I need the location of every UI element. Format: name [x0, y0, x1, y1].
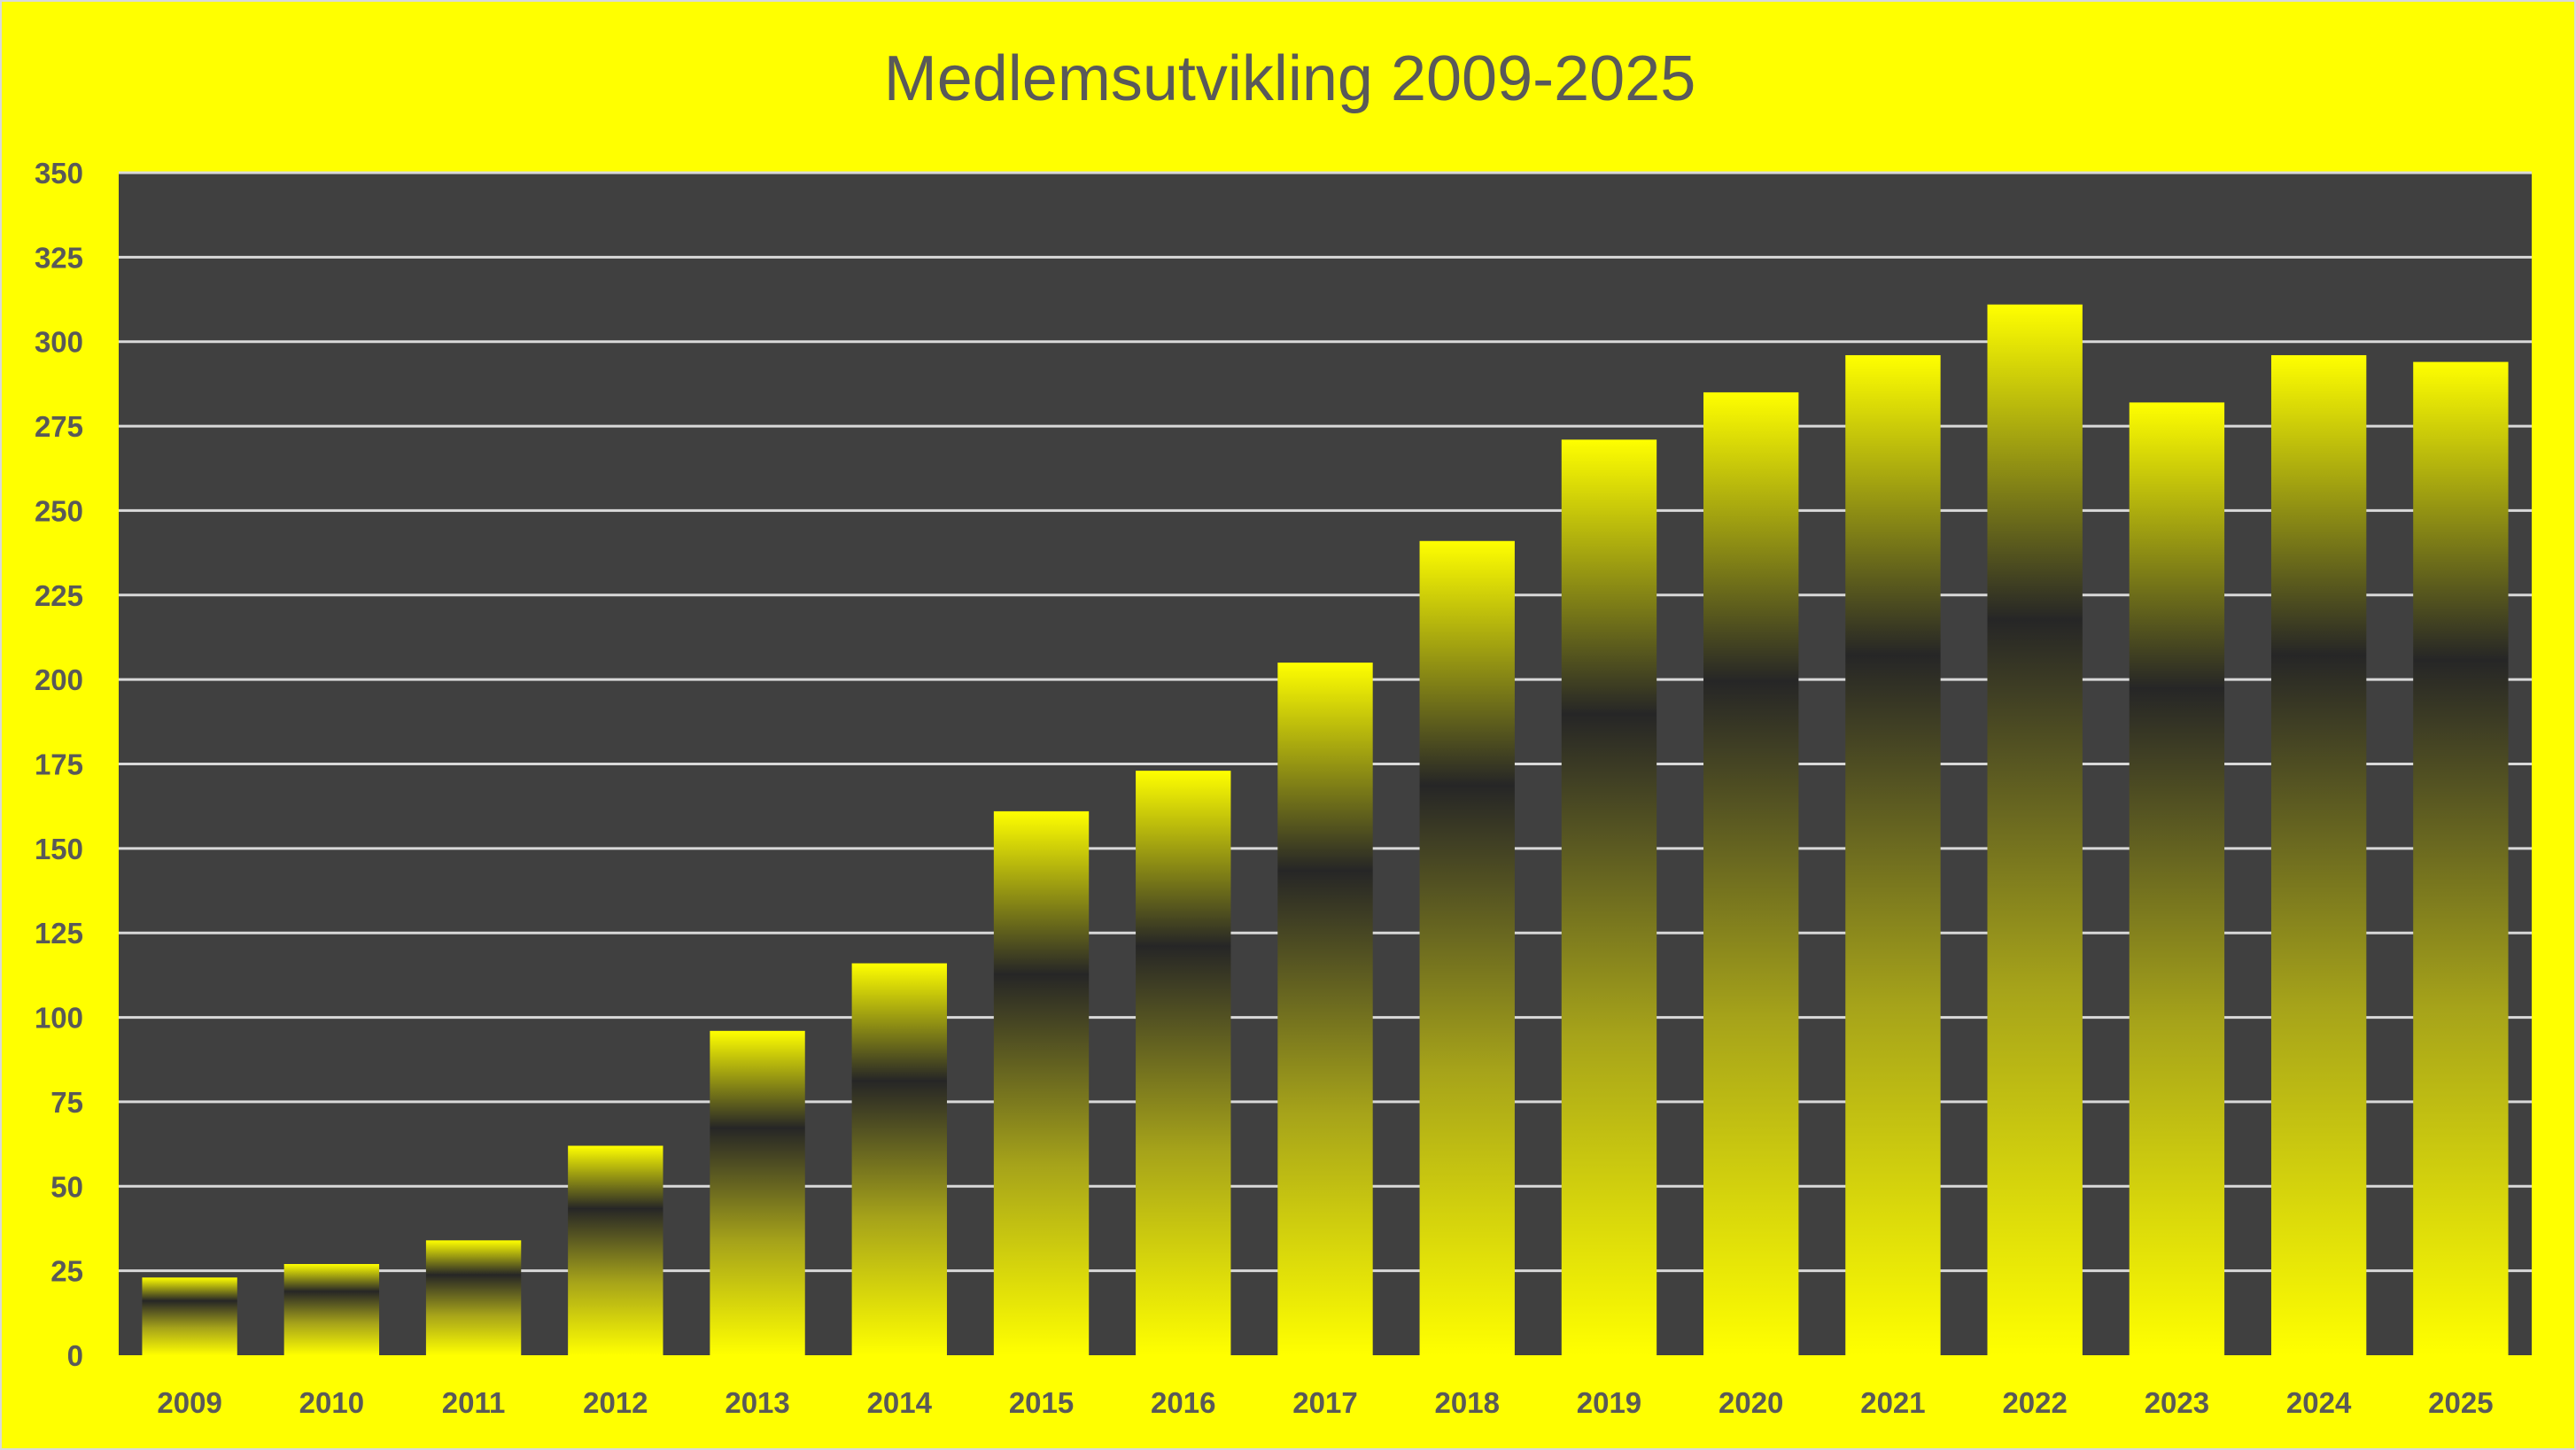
bar-2018: [1419, 540, 1515, 1355]
x-tick-label: 2025: [2428, 1386, 2493, 1419]
bar-2010: [283, 1264, 380, 1355]
bar-2011: [425, 1240, 522, 1355]
bar-2017: [1277, 663, 1373, 1355]
x-tick-label: 2019: [1577, 1386, 1641, 1419]
bar-2012: [568, 1145, 663, 1355]
bar-2025: [2413, 361, 2509, 1356]
bar-2015: [993, 810, 1090, 1355]
x-tick-label: 2010: [299, 1386, 364, 1419]
y-tick-label: 50: [50, 1170, 83, 1203]
y-axis-ticks: 0 25 50 75 100 125 150 175 200 225 250 275 300 325 350: [35, 157, 83, 1372]
y-tick-label: 25: [50, 1255, 83, 1288]
chart-title: Medlemsutvikling 2009-2025: [883, 43, 1696, 114]
y-tick-label: 125: [35, 917, 83, 950]
bar-2021: [1845, 354, 1941, 1355]
x-tick-label: 2014: [867, 1386, 933, 1419]
y-tick-label: 150: [35, 833, 83, 865]
y-tick-label: 275: [35, 410, 83, 443]
y-tick-label: 75: [50, 1086, 83, 1119]
x-tick-label: 2022: [2002, 1386, 2067, 1419]
bar-2016: [1136, 771, 1231, 1355]
y-tick-label: 100: [35, 1002, 83, 1035]
x-tick-label: 2023: [2145, 1386, 2209, 1419]
x-tick-label: 2013: [725, 1386, 789, 1419]
y-tick-label: 250: [35, 494, 83, 527]
bar-2020: [1703, 392, 1799, 1355]
x-tick-label: 2017: [1292, 1386, 1357, 1419]
x-tick-label: 2021: [1860, 1386, 1925, 1419]
bar-2014: [851, 963, 947, 1355]
bars: [142, 304, 2509, 1356]
x-tick-label: 2011: [442, 1386, 506, 1419]
y-tick-label: 0: [67, 1339, 83, 1372]
y-tick-label: 350: [35, 157, 83, 190]
x-tick-label: 2015: [1009, 1386, 1074, 1419]
bar-2023: [2129, 402, 2225, 1355]
y-tick-label: 225: [35, 579, 83, 612]
x-tick-label: 2020: [1719, 1386, 1783, 1419]
bar-2019: [1561, 439, 1657, 1355]
x-tick-label: 2016: [1151, 1386, 1215, 1419]
y-tick-label: 325: [35, 241, 83, 274]
bar-2009: [142, 1277, 237, 1355]
x-tick-label: 2012: [583, 1386, 648, 1419]
x-tick-label: 2018: [1435, 1386, 1500, 1419]
x-tick-label: 2024: [2286, 1386, 2352, 1419]
x-tick-label: 2009: [157, 1386, 221, 1419]
bar-2022: [1987, 304, 2083, 1356]
y-tick-label: 300: [35, 326, 83, 359]
y-tick-label: 175: [35, 748, 83, 781]
y-tick-label: 200: [35, 663, 83, 696]
x-axis-ticks: 2009 2010 2011 2012 2013 2014 2015 2016 2017 2018…: [157, 1386, 2493, 1419]
bar-2013: [710, 1030, 805, 1355]
bar-2024: [2270, 354, 2367, 1355]
